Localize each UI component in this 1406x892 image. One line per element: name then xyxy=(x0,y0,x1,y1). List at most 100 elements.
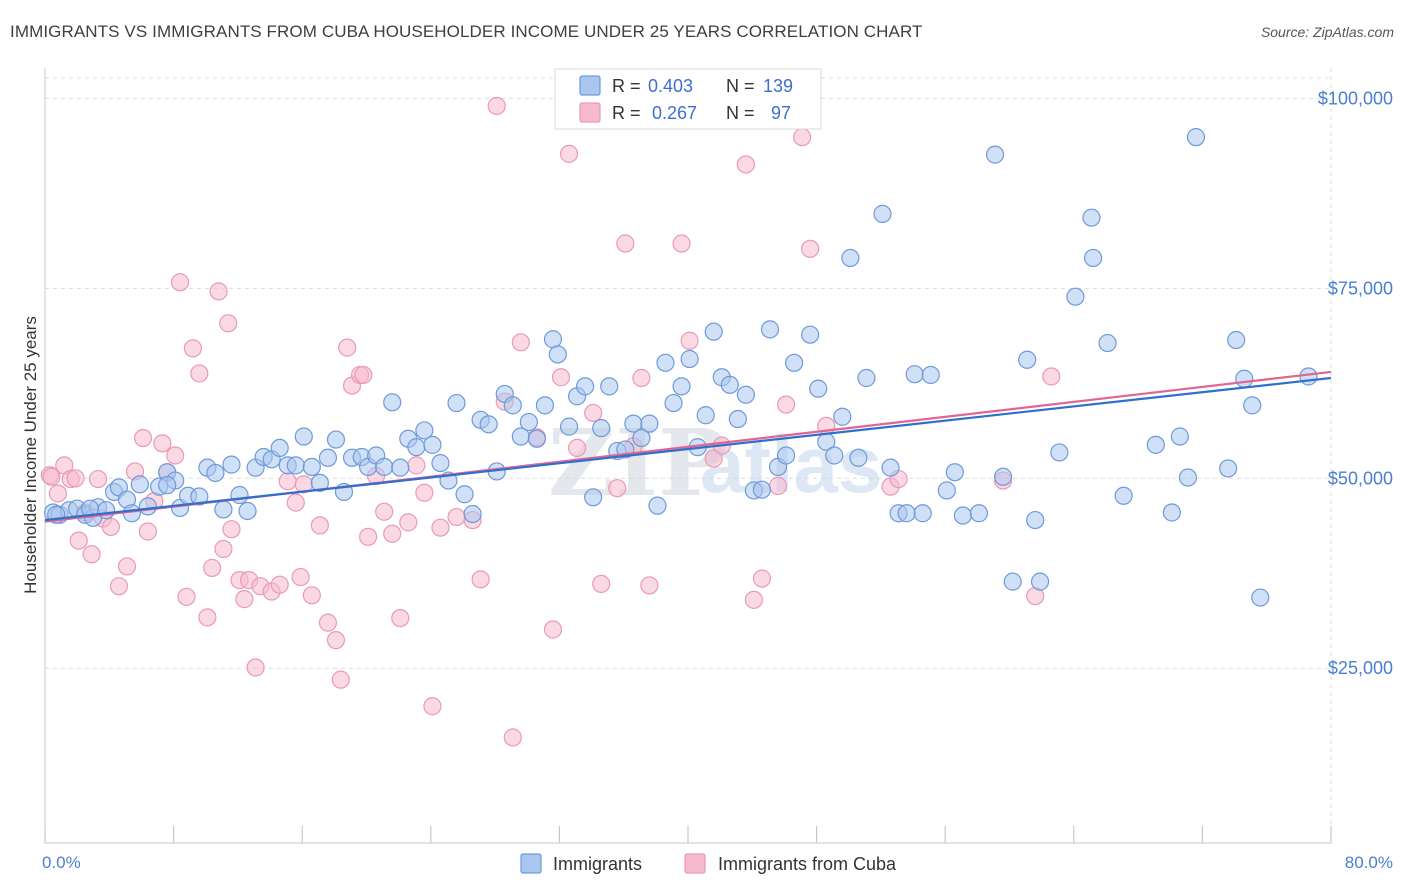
point-cuba xyxy=(235,590,254,609)
point-immigrants xyxy=(1026,510,1045,530)
point-immigrants xyxy=(1050,443,1069,462)
point-immigrants xyxy=(672,377,691,396)
point-cuba xyxy=(42,467,61,486)
point-immigrants xyxy=(680,349,699,369)
point-immigrants xyxy=(760,320,780,339)
point-cuba xyxy=(203,558,222,578)
point-cuba xyxy=(680,331,699,350)
point-cuba xyxy=(66,469,85,488)
point-immigrants xyxy=(897,504,916,523)
point-cuba xyxy=(447,507,466,527)
point-immigrants xyxy=(1162,503,1181,522)
point-cuba xyxy=(354,365,373,385)
y-tick-label: $25,000 xyxy=(1328,658,1393,678)
point-immigrants xyxy=(455,485,474,504)
point-immigrants xyxy=(576,377,595,396)
point-immigrants xyxy=(222,455,241,474)
point-immigrants xyxy=(1146,435,1165,454)
point-immigrants xyxy=(318,448,338,467)
point-immigrants xyxy=(592,419,611,438)
legend-r-label-1: R = xyxy=(612,76,641,96)
point-immigrants xyxy=(138,497,157,516)
point-immigrants xyxy=(736,385,755,404)
point-cuba xyxy=(48,484,67,503)
point-cuba xyxy=(1042,367,1061,386)
point-cuba xyxy=(133,428,153,448)
point-immigrants xyxy=(913,504,932,523)
legend-r-label-2: R = xyxy=(612,103,641,123)
point-immigrants xyxy=(1299,367,1318,386)
point-cuba xyxy=(423,697,442,716)
point-immigrants xyxy=(873,204,892,223)
point-cuba xyxy=(632,368,651,388)
point-cuba xyxy=(776,395,796,414)
point-immigrants xyxy=(752,480,772,499)
legend-bottom-immigrants: Immigrants xyxy=(553,854,642,874)
point-immigrants xyxy=(527,429,546,448)
point-immigrants xyxy=(809,379,828,398)
point-immigrants xyxy=(230,485,249,505)
point-cuba xyxy=(331,670,350,689)
point-cuba xyxy=(391,608,410,628)
point-immigrants xyxy=(881,458,900,477)
legend-bottom: Immigrants Immigrants from Cuba xyxy=(520,853,897,874)
point-immigrants xyxy=(1083,248,1103,268)
point-immigrants xyxy=(1018,350,1037,369)
point-cuba xyxy=(616,234,635,253)
point-immigrants xyxy=(519,412,538,432)
legend-n-value-2: 97 xyxy=(771,103,791,123)
point-cuba xyxy=(399,513,418,532)
point-cuba xyxy=(752,569,772,588)
legend-top: R = 0.403 N = 139 R = 0.267 N = 97 xyxy=(554,68,822,130)
point-immigrants xyxy=(270,438,289,458)
point-cuba xyxy=(640,576,659,595)
point-cuba xyxy=(503,728,522,747)
point-immigrants xyxy=(937,481,956,500)
point-cuba xyxy=(302,586,321,605)
trend-line-immigrants xyxy=(44,376,1332,522)
x-tick-label-max: 80.0% xyxy=(1345,853,1393,872)
point-cuba xyxy=(704,449,723,468)
point-cuba xyxy=(375,502,394,521)
point-cuba xyxy=(219,314,238,333)
point-immigrants xyxy=(857,368,876,388)
point-cuba xyxy=(291,567,310,587)
point-cuba xyxy=(214,539,233,559)
legend-swatch-pink xyxy=(579,102,601,123)
point-immigrants xyxy=(375,457,394,476)
point-immigrants xyxy=(214,500,233,519)
point-immigrants xyxy=(479,415,498,434)
point-immigrants xyxy=(1219,459,1238,478)
point-immigrants xyxy=(463,504,482,524)
point-cuba xyxy=(166,446,185,465)
point-immigrants xyxy=(543,330,563,349)
point-immigrants xyxy=(1186,128,1206,147)
point-cuba xyxy=(69,531,88,550)
point-cuba xyxy=(177,587,196,606)
x-tick-labels: 0.0% 80.0% xyxy=(42,853,1393,872)
trend-lines xyxy=(44,370,1332,523)
point-cuba xyxy=(82,545,101,564)
point-immigrants xyxy=(423,435,442,454)
point-immigrants xyxy=(849,448,868,467)
axes xyxy=(44,68,1332,844)
point-cuba xyxy=(278,472,297,491)
point-immigrants xyxy=(190,487,209,506)
point-cuba xyxy=(768,476,788,495)
point-immigrants xyxy=(833,407,852,426)
chart-title: IMMIGRANTS VS IMMIGRANTS FROM CUBA HOUSE… xyxy=(10,22,923,41)
point-immigrants xyxy=(905,365,924,384)
point-cuba xyxy=(744,590,764,609)
point-immigrants xyxy=(130,475,149,494)
point-cuba xyxy=(592,574,611,594)
point-immigrants xyxy=(825,446,844,465)
legend-bottom-swatch-blue xyxy=(520,853,542,874)
point-cuba xyxy=(511,333,530,352)
point-immigrants xyxy=(1066,287,1085,306)
point-cuba xyxy=(190,364,209,383)
point-immigrants xyxy=(1114,486,1133,505)
legend-swatch-blue xyxy=(579,75,601,96)
point-cuba xyxy=(383,524,402,543)
legend-n-label-2: N = xyxy=(726,103,755,123)
legend-bottom-cuba: Immigrants from Cuba xyxy=(718,854,897,874)
